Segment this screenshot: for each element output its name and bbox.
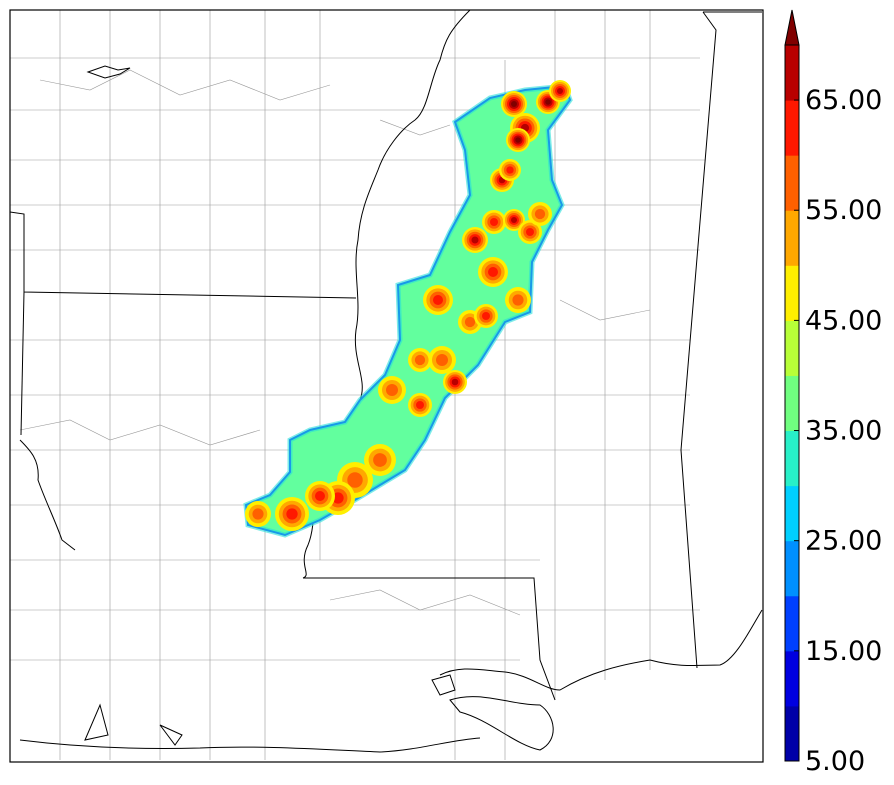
map-frame [9, 9, 764, 763]
reflectivity-core [408, 393, 432, 417]
colorbar-tick-label: 65.00 [805, 85, 882, 116]
colorbar-segment [785, 45, 799, 101]
reflectivity-core [378, 376, 406, 404]
reflectivity-core [501, 91, 527, 117]
reflectivity-core [423, 285, 453, 315]
reflectivity-core [528, 202, 552, 226]
reflectivity-core [245, 501, 271, 527]
reflectivity-core [408, 348, 432, 372]
reflectivity-core [499, 159, 521, 181]
colorbar-segment [785, 100, 799, 156]
colorbar-segment [785, 430, 799, 487]
colorbar-segment [785, 485, 799, 542]
reflectivity-cores [245, 80, 571, 531]
colorbar-tick-label: 25.00 [805, 526, 882, 557]
reflectivity-core [364, 444, 396, 476]
colorbar-tick-label: 15.00 [805, 636, 882, 667]
colorbar-segment [785, 320, 799, 376]
reflectivity-core [305, 481, 335, 511]
reflectivity-core [505, 287, 531, 313]
reflectivity-core [503, 209, 525, 231]
colorbar-segment [785, 375, 799, 432]
reflectivity-core [275, 497, 309, 531]
radar-echo-region [243, 80, 573, 538]
colorbar-tick-label: 35.00 [805, 416, 882, 447]
reflectivity-core [462, 227, 488, 253]
reflectivity-core [474, 304, 498, 328]
colorbar-segment [785, 595, 799, 652]
colorbar-segment [785, 155, 799, 211]
colorbar-segment [785, 265, 799, 321]
colorbar-segment [785, 705, 799, 762]
colorbar-extend-arrow [784, 9, 800, 46]
colorbar-segment [785, 540, 799, 597]
reflectivity-core [428, 346, 456, 374]
colorbar-tick-label: 55.00 [805, 195, 882, 226]
colorbar-tick-label: 5.00 [805, 746, 865, 777]
colorbar-segment [785, 650, 799, 707]
reflectivity-core [549, 80, 571, 102]
reflectivity-core [443, 370, 467, 394]
reflectivity-core [518, 220, 542, 244]
reflectivity-core [506, 128, 530, 152]
colorbar-segments [785, 45, 799, 762]
colorbar-tick-label: 45.00 [805, 305, 882, 336]
radar-map [9, 9, 764, 763]
reflectivity-core [478, 257, 508, 287]
reflectivity-core [482, 210, 506, 234]
state-boundaries [10, 10, 763, 753]
colorbar-segment [785, 210, 799, 266]
colorbar-frame [784, 44, 800, 762]
colorbar-ticks: 5.00 15.00 25.00 35.00 45.00 55.00 65.00 [794, 85, 882, 777]
